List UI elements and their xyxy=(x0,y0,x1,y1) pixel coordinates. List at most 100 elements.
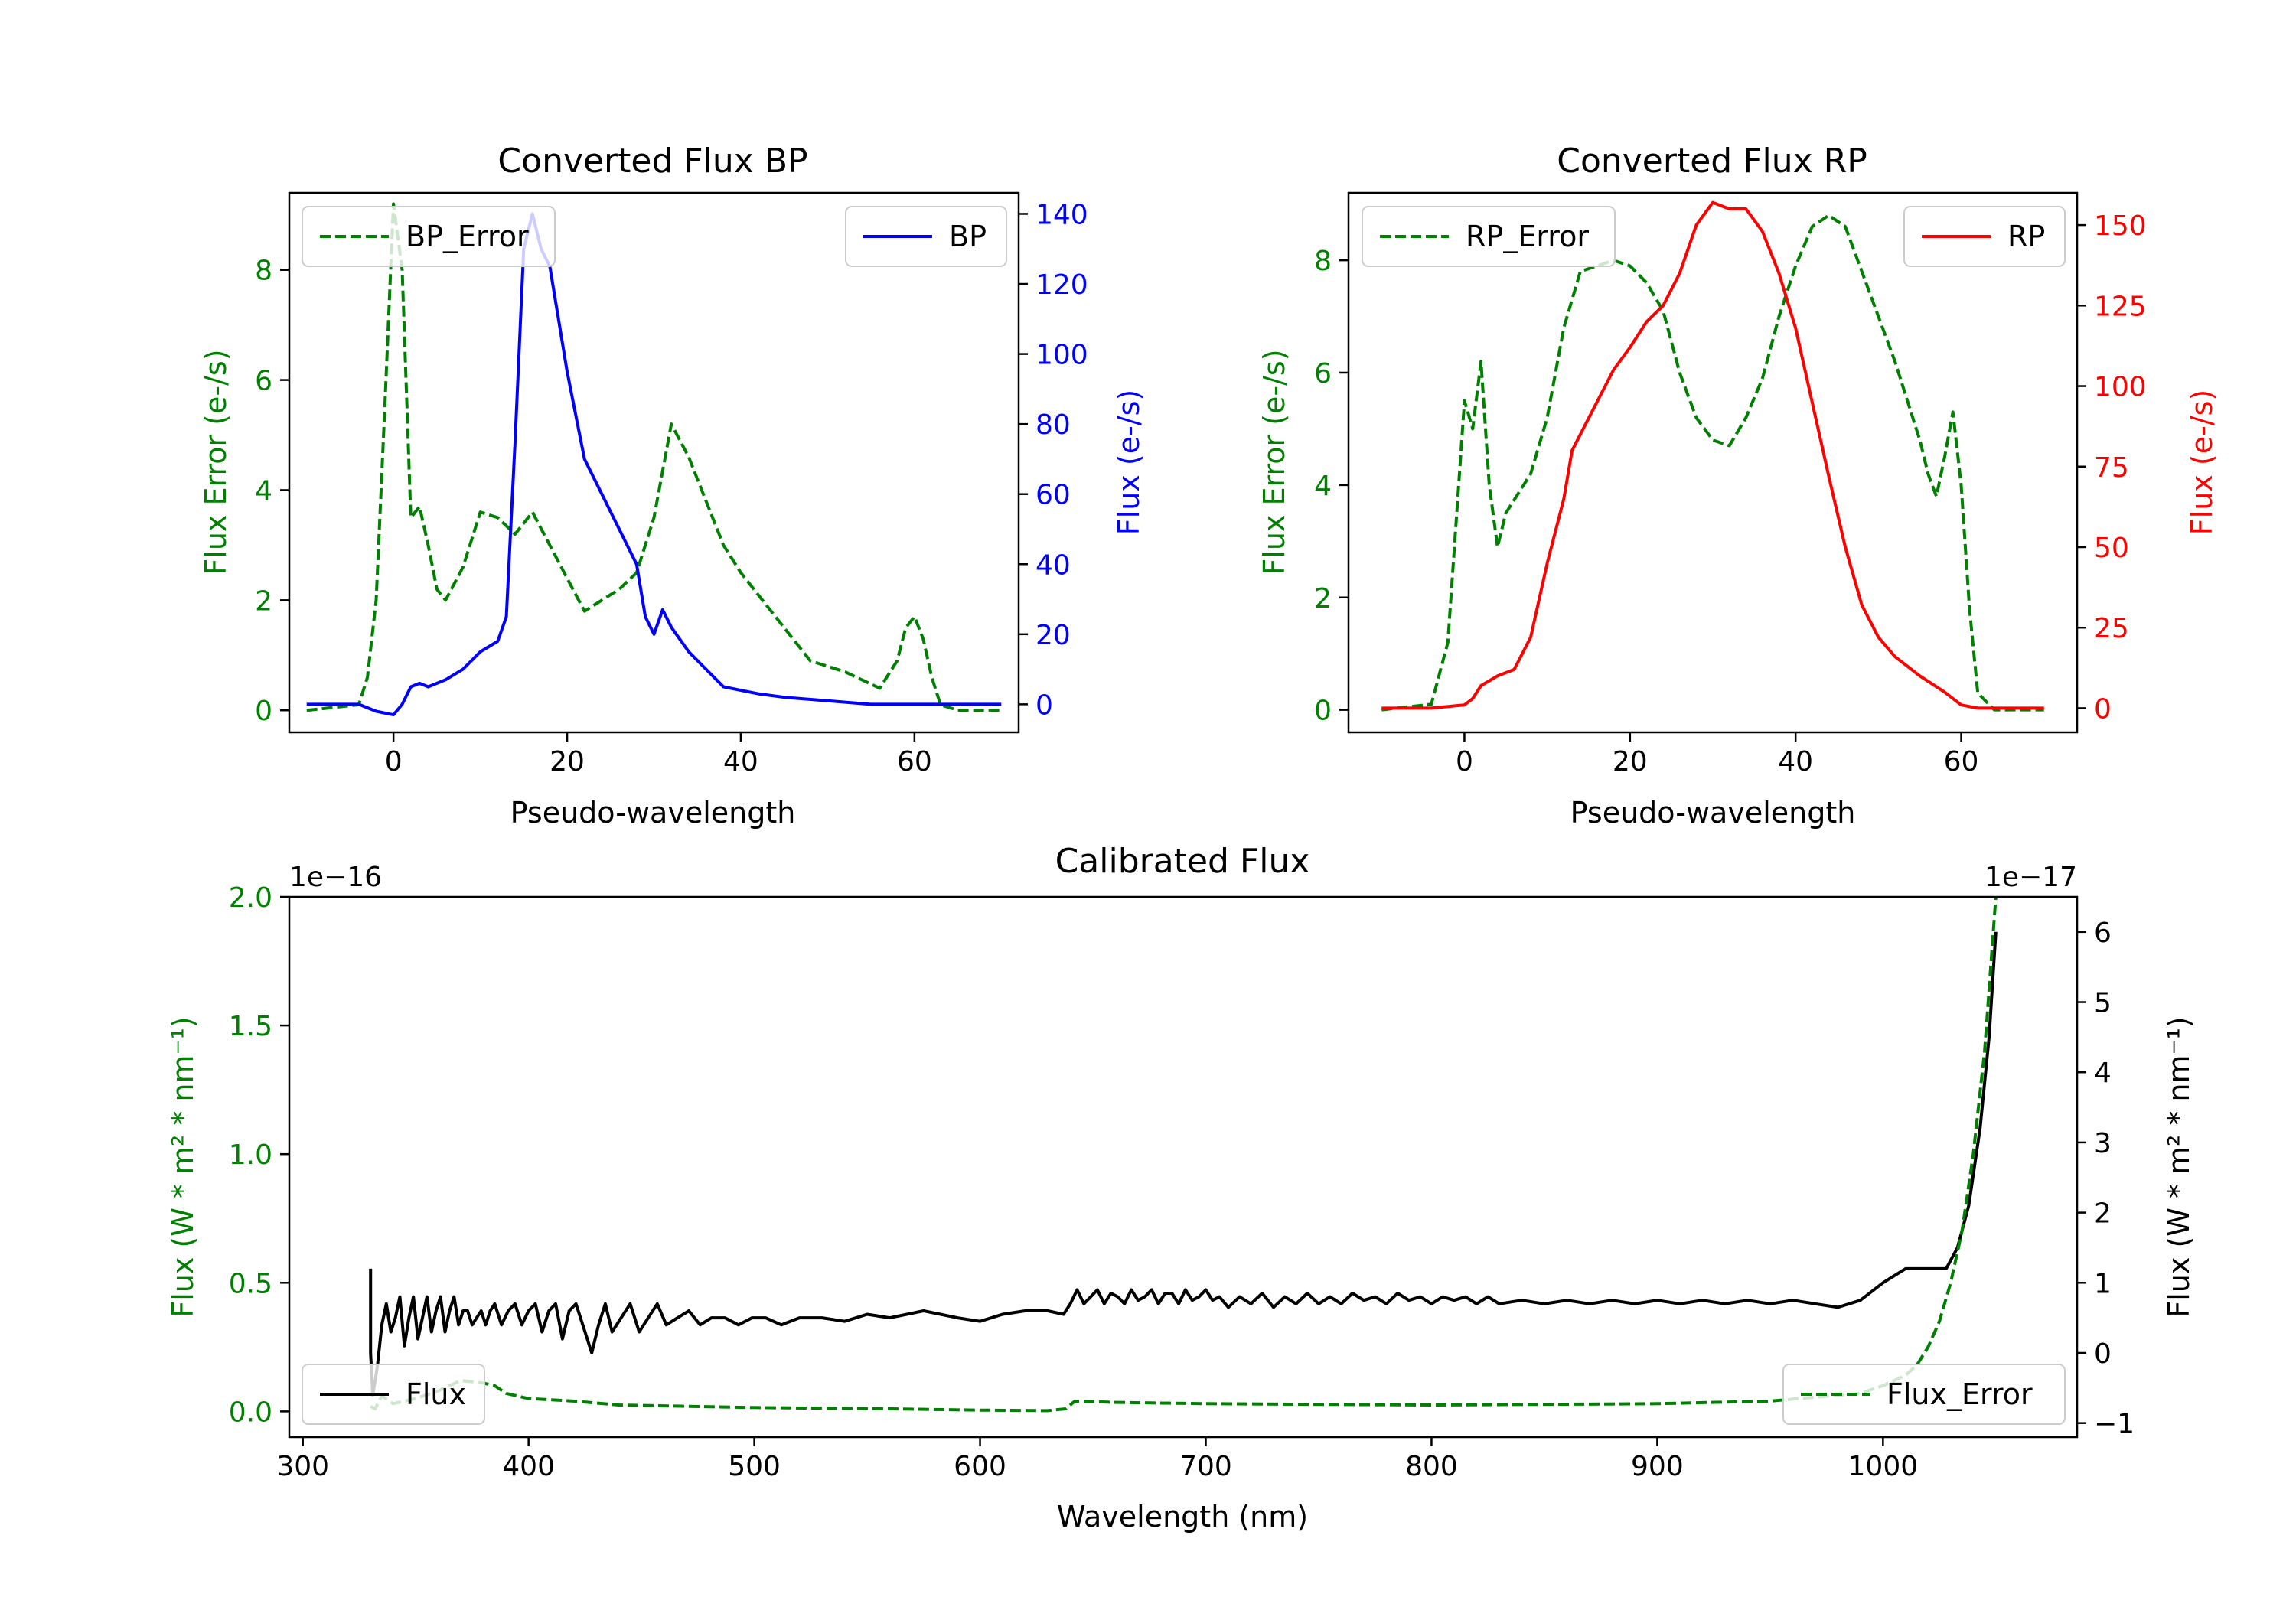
left-y-axis-label-bp: Flux Error (e-/s) xyxy=(199,349,233,575)
x-tick-label: 1000 xyxy=(1848,1451,1919,1482)
left-y-ticks-rp: 0 2 4 6 8 xyxy=(1314,246,1349,727)
legend-bp-error: BP_Error xyxy=(302,206,556,267)
left-y-tick-label: 8 xyxy=(255,256,272,287)
right-y-tick-label: 100 xyxy=(2094,372,2147,403)
right-y-tick-label: 120 xyxy=(1035,269,1088,301)
chart-title-rp: Converted Flux RP xyxy=(1557,142,1867,181)
right-y-ticks-calibrated: −1 0 1 2 3 4 5 6 xyxy=(2077,918,2135,1440)
chart-title-calibrated: Calibrated Flux xyxy=(1055,842,1310,881)
x-tick-label: 700 xyxy=(1179,1451,1232,1482)
right-y-tick-label: 60 xyxy=(1035,480,1071,511)
left-y-axis-label-calibrated: Flux (W * m² * nm⁻¹) xyxy=(166,1016,200,1317)
legend-label-rp: RP xyxy=(2007,220,2045,253)
x-tick-label: 0 xyxy=(1456,746,1473,777)
left-y-tick-label: 2.0 xyxy=(229,882,272,914)
right-y-ticks-bp: 0 20 40 60 80 100 120 140 xyxy=(1019,199,1088,721)
left-y-tick-label: 4 xyxy=(1314,471,1332,502)
plot-area-calibrated xyxy=(369,896,1998,1413)
right-y-axis-label-rp: Flux (e-/s) xyxy=(2185,390,2219,535)
left-y-tick-label: 2 xyxy=(255,585,272,617)
left-y-axis-label-rp: Flux Error (e-/s) xyxy=(1257,349,1291,575)
legend-label-flux: Flux xyxy=(406,1377,466,1411)
series-line-bp-error xyxy=(306,202,1002,712)
right-y-ticks-rp: 0 25 50 75 100 125 150 xyxy=(2077,210,2147,725)
x-tick-label: 40 xyxy=(1778,746,1813,777)
x-tick-label: 60 xyxy=(1944,746,1979,777)
x-tick-label: 900 xyxy=(1631,1451,1684,1482)
x-tick-label: 800 xyxy=(1405,1451,1458,1482)
left-y-ticks-calibrated: 0.0 0.5 1.0 1.5 2.0 xyxy=(229,882,289,1428)
right-y-tick-label: 0 xyxy=(2094,1338,2112,1370)
right-y-tick-label: 2 xyxy=(2094,1198,2112,1230)
panel-bp: Converted Flux BP 0 20 40 60 0 2 4 6 8 0 20 40 60 8… xyxy=(199,142,1146,830)
legend-rp: RP xyxy=(1903,206,2066,267)
axes-frame-calibrated xyxy=(288,895,2079,1439)
left-y-tick-label: 4 xyxy=(255,475,272,507)
x-tick-label: 500 xyxy=(728,1451,781,1482)
left-y-tick-label: 6 xyxy=(1314,358,1332,390)
right-y-tick-label: 125 xyxy=(2094,291,2147,322)
axes-frame-rp xyxy=(1347,191,2079,734)
legend-bp: BP xyxy=(845,206,1007,267)
series-line-rp-error xyxy=(1381,214,2044,712)
left-y-tick-label: 0 xyxy=(255,696,272,727)
x-tick-label: 60 xyxy=(897,746,932,777)
right-y-tick-label: 1 xyxy=(2094,1268,2112,1299)
right-y-tick-label: 20 xyxy=(1035,620,1071,651)
chart-title-bp: Converted Flux BP xyxy=(497,142,807,181)
x-tick-label: 300 xyxy=(276,1451,329,1482)
left-y-tick-label: 2 xyxy=(1314,583,1332,614)
right-y-tick-label: 140 xyxy=(1035,199,1088,230)
left-y-ticks-bp: 0 2 4 6 8 xyxy=(255,256,289,727)
right-y-tick-label: 40 xyxy=(1035,549,1071,581)
x-ticks-bp: 0 20 40 60 xyxy=(385,732,932,777)
series-line-flux xyxy=(369,931,1998,1397)
x-tick-label: 600 xyxy=(954,1451,1006,1482)
legend-rp-error: RP_Error xyxy=(1362,206,1616,267)
series-line-rp xyxy=(1381,200,2044,710)
plot-area-rp xyxy=(1381,200,2044,712)
left-y-tick-label: 0.5 xyxy=(229,1268,272,1299)
left-y-tick-label: 8 xyxy=(1314,246,1332,277)
right-y-tick-label: 25 xyxy=(2094,613,2129,644)
legend-flux-error: Flux_Error xyxy=(1782,1364,2066,1425)
x-axis-label-calibrated: Wavelength (nm) xyxy=(1057,1500,1308,1534)
right-y-axis-label-bp: Flux (e-/s) xyxy=(1112,390,1146,535)
axes-frame-bp xyxy=(288,191,1020,734)
right-y-tick-label: 100 xyxy=(1035,340,1088,371)
right-y-tick-label: 5 xyxy=(2094,988,2112,1019)
right-y-tick-label: 150 xyxy=(2094,210,2147,242)
left-y-tick-label: 1.0 xyxy=(229,1139,272,1171)
right-y-tick-label: 6 xyxy=(2094,918,2112,949)
legend-label-flux-error: Flux_Error xyxy=(1887,1377,2033,1411)
right-y-tick-label: 50 xyxy=(2094,533,2129,564)
left-y-tick-label: 1.5 xyxy=(229,1011,272,1042)
right-y-tick-label: 75 xyxy=(2094,452,2129,484)
right-y-tick-label: −1 xyxy=(2094,1409,2135,1440)
x-ticks-rp: 0 20 40 60 xyxy=(1456,732,1978,777)
right-y-tick-label: 4 xyxy=(2094,1058,2112,1089)
legend-label-rp-error: RP_Error xyxy=(1466,220,1589,253)
right-y-tick-label: 3 xyxy=(2094,1128,2112,1159)
panel-rp: Converted Flux RP 0 20 40 60 0 2 4 6 8 0 25 50 75 1… xyxy=(1257,142,2219,830)
right-y-tick-label: 0 xyxy=(2094,693,2112,725)
x-tick-label: 0 xyxy=(385,746,403,777)
x-tick-label: 20 xyxy=(550,746,585,777)
series-line-flux-error xyxy=(370,896,1998,1413)
x-tick-label: 400 xyxy=(502,1451,555,1482)
right-y-tick-label: 0 xyxy=(1035,689,1053,721)
legend-label-bp: BP xyxy=(949,220,987,253)
right-y-offset-text: 1e−17 xyxy=(1985,862,2077,893)
x-tick-label: 20 xyxy=(1613,746,1648,777)
series-line-bp xyxy=(306,212,1002,717)
left-y-tick-label: 0.0 xyxy=(229,1397,272,1428)
legend-label-bp-error: BP_Error xyxy=(406,220,529,253)
x-tick-label: 40 xyxy=(723,746,758,777)
panel-calibrated: Calibrated Flux 300 400 500 600 700 800 900 100… xyxy=(166,842,2196,1534)
x-ticks-calibrated: 300 400 500 600 700 800 900 1000 xyxy=(276,1437,1918,1482)
x-axis-label-rp: Pseudo-wavelength xyxy=(1570,796,1856,830)
left-y-tick-label: 6 xyxy=(255,366,272,397)
plot-area-bp xyxy=(306,202,1002,717)
legend-flux: Flux xyxy=(302,1364,485,1425)
